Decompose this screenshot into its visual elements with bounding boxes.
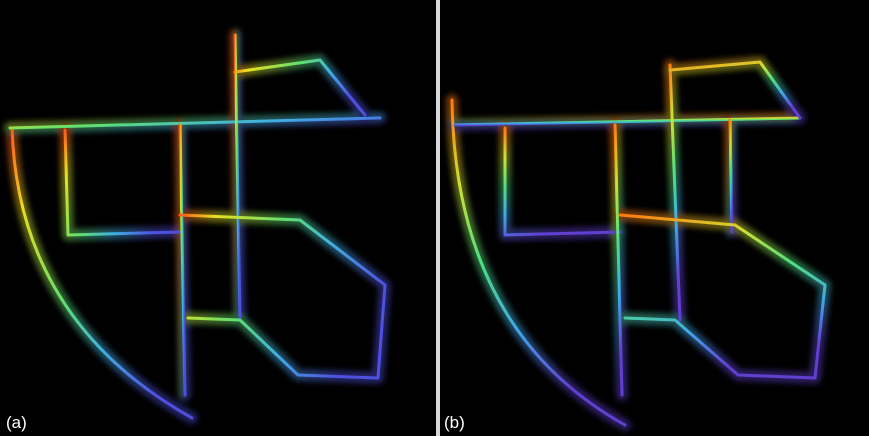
panel-a: (a) bbox=[0, 0, 436, 436]
panel-label: (a) bbox=[6, 413, 27, 432]
panel-label: (b) bbox=[444, 413, 465, 432]
figure: (a) bbox=[0, 0, 869, 436]
separator bbox=[436, 0, 440, 436]
panel-b: (b) bbox=[440, 0, 869, 436]
